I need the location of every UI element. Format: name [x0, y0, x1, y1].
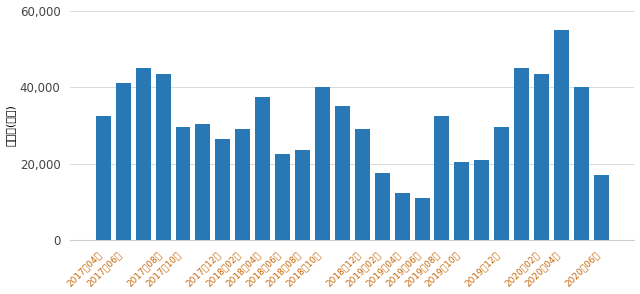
Bar: [435, 116, 449, 240]
Y-axis label: 거래량(건수): 거래량(건수): [6, 105, 15, 146]
Bar: [514, 68, 529, 240]
Bar: [375, 173, 390, 240]
Bar: [454, 162, 469, 240]
Bar: [136, 68, 150, 240]
Bar: [96, 116, 111, 240]
Bar: [415, 198, 429, 240]
Bar: [236, 129, 250, 240]
Bar: [216, 139, 230, 240]
Bar: [255, 97, 270, 240]
Bar: [295, 151, 310, 240]
Bar: [494, 127, 509, 240]
Bar: [474, 160, 489, 240]
Bar: [175, 127, 191, 240]
Bar: [335, 106, 350, 240]
Bar: [355, 129, 370, 240]
Bar: [275, 154, 290, 240]
Bar: [594, 175, 609, 240]
Bar: [395, 193, 410, 240]
Bar: [574, 87, 589, 240]
Bar: [156, 74, 170, 240]
Bar: [554, 30, 569, 240]
Bar: [195, 123, 211, 240]
Bar: [116, 83, 131, 240]
Bar: [534, 74, 549, 240]
Bar: [315, 87, 330, 240]
